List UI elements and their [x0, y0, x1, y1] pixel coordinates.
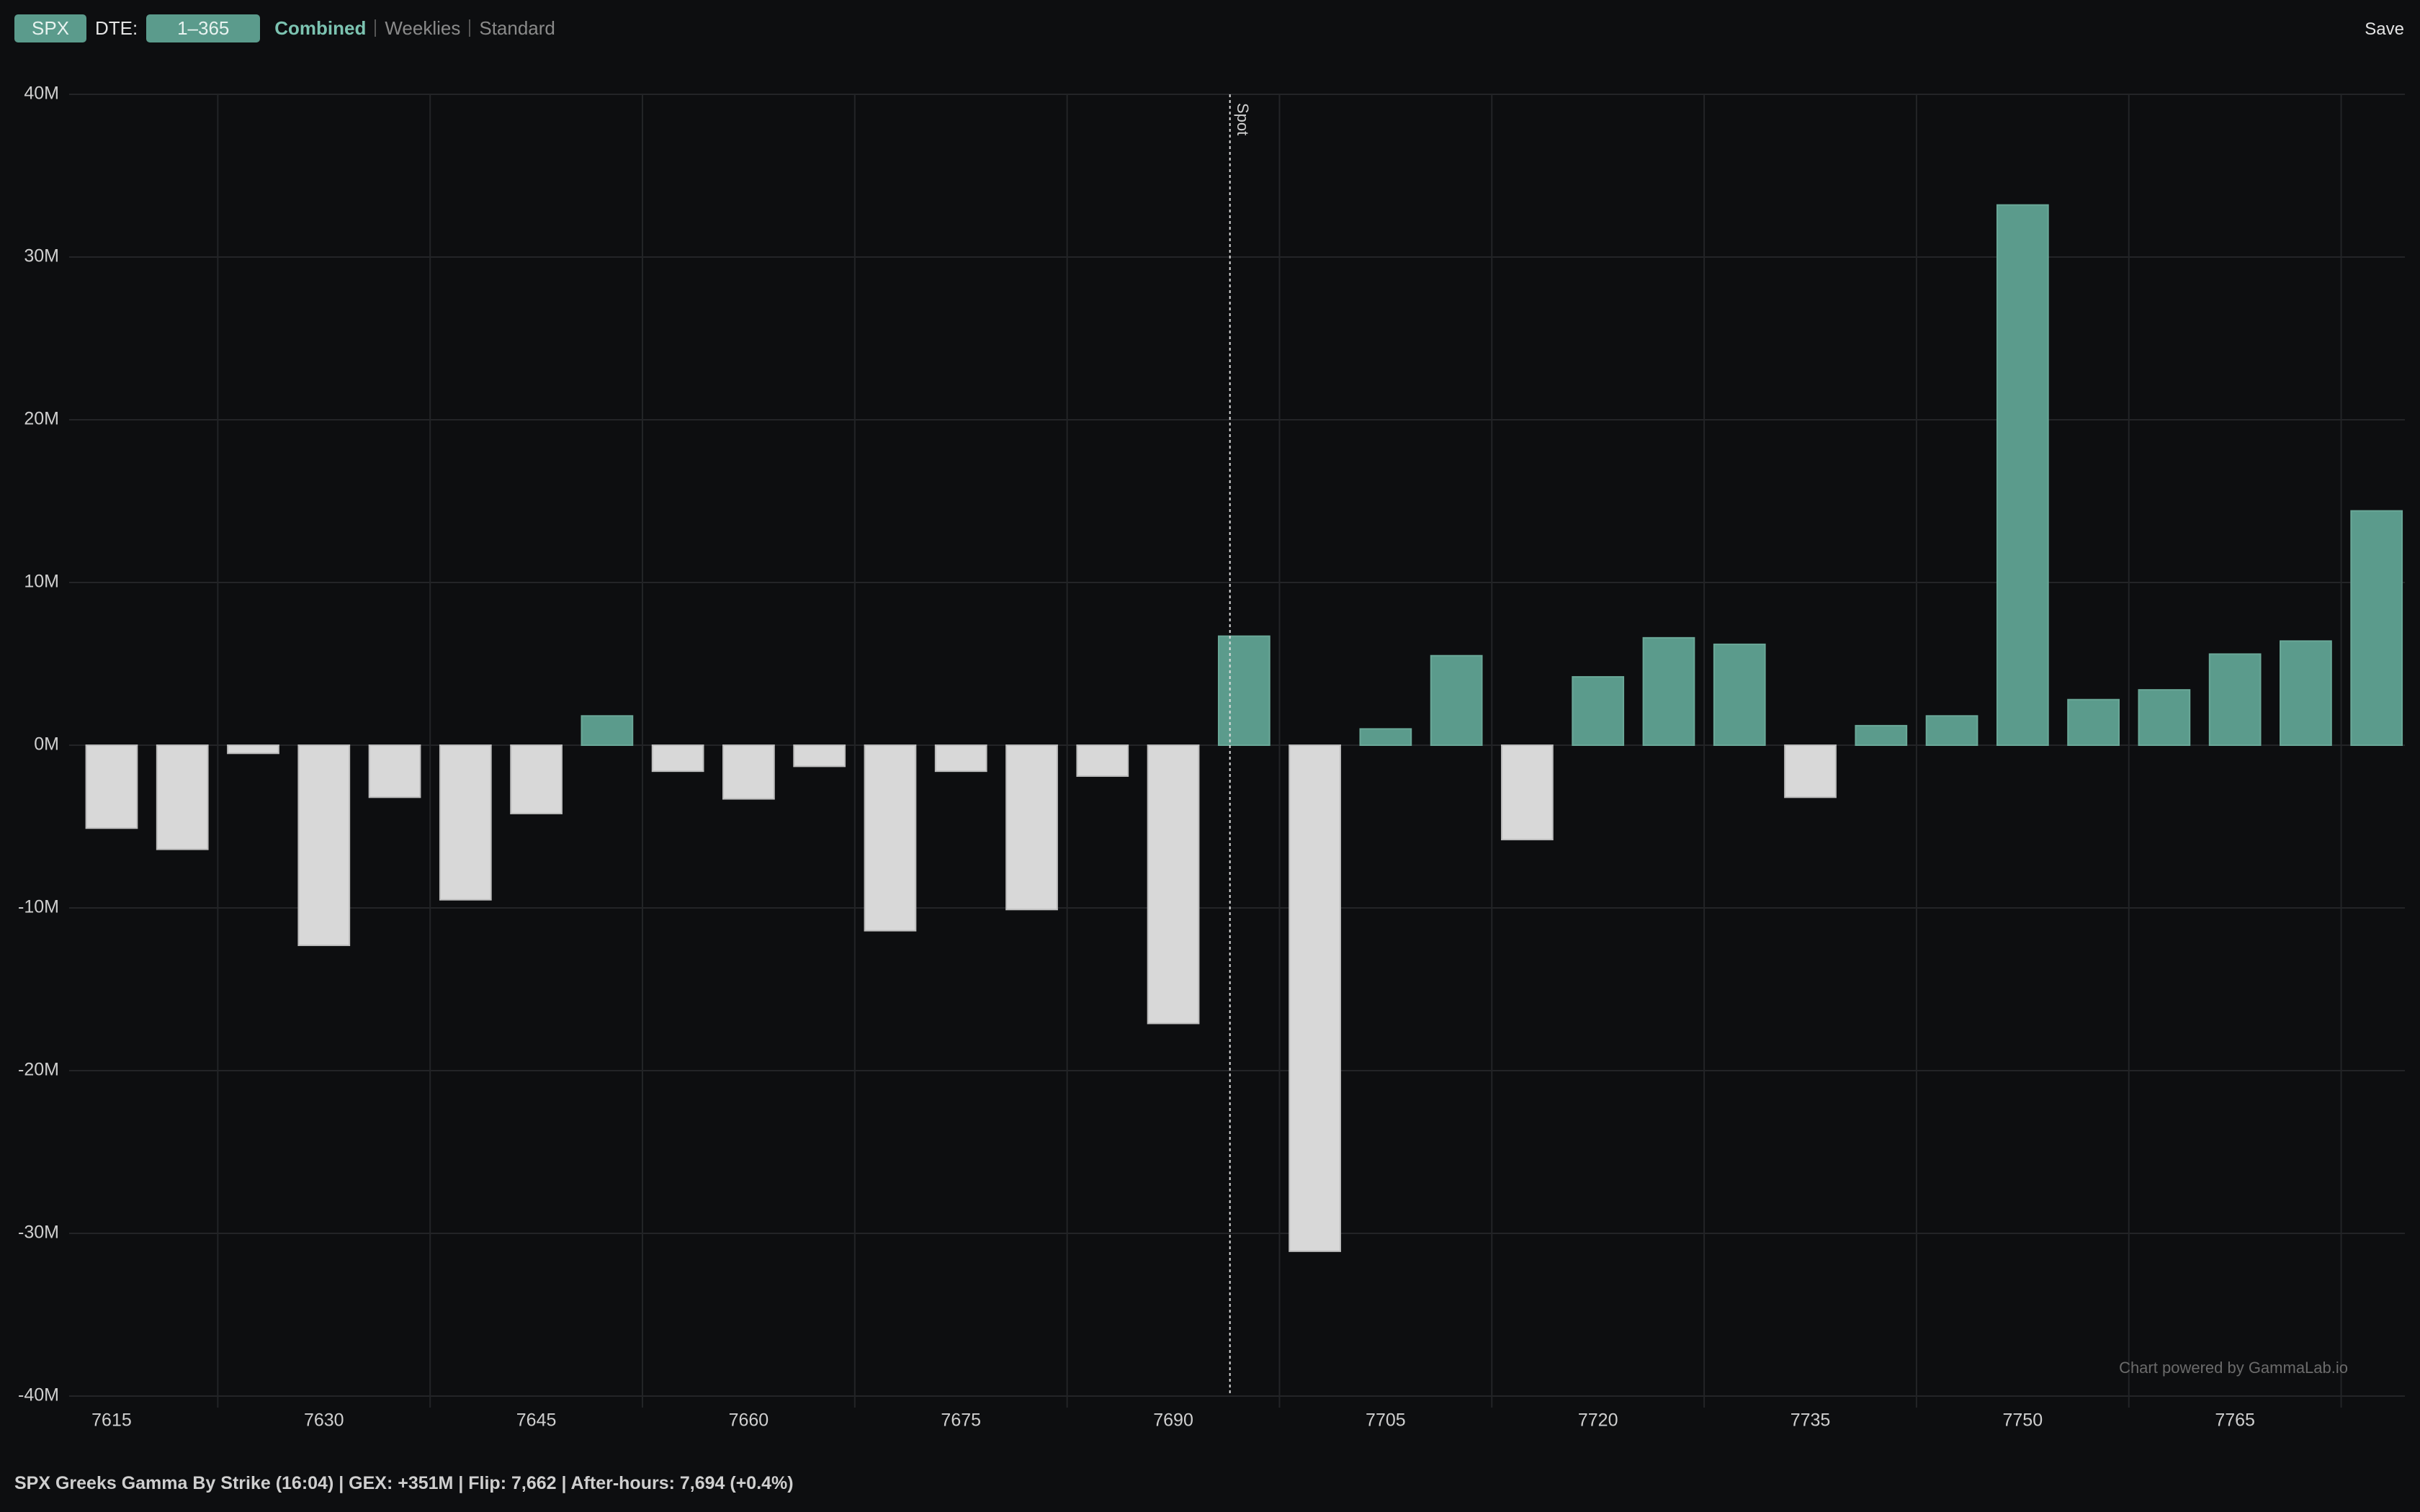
bar: [793, 744, 846, 768]
bar: [1925, 715, 1978, 747]
dte-label: DTE:: [95, 17, 138, 39]
x-tick-label: 7675: [941, 1410, 981, 1431]
bar: [581, 715, 634, 747]
symbol-button[interactable]: SPX: [14, 14, 86, 42]
bar: [85, 744, 138, 829]
tabs: Combined Weeklies Standard: [274, 19, 564, 37]
y-tick-label: 40M: [24, 84, 59, 104]
y-tick-label: -40M: [18, 1385, 59, 1405]
bar: [864, 744, 917, 932]
bar: [2280, 640, 2332, 746]
bar: [2350, 510, 2403, 746]
watermark: Chart powered by GammaLab.io: [2119, 1359, 2348, 1377]
x-tick-label: 7615: [91, 1410, 132, 1431]
bar: [722, 744, 775, 800]
bar: [439, 744, 492, 901]
spot-label: Spot: [1234, 103, 1252, 135]
x-tick-label: 7765: [2215, 1410, 2255, 1431]
bar: [651, 744, 704, 773]
toolbar: SPX DTE: 1–365 Combined Weeklies Standard: [14, 14, 564, 42]
x-tick-label: 7705: [1366, 1410, 1406, 1431]
bar: [1289, 744, 1341, 1252]
bar: [156, 744, 209, 850]
bar: [1996, 204, 2049, 746]
bar: [1713, 643, 1766, 746]
bar: [2208, 653, 2262, 746]
x-tick-label: 7735: [1791, 1410, 1831, 1431]
bar: [1217, 635, 1270, 747]
bar: [227, 744, 279, 755]
tab[interactable]: Combined: [274, 17, 367, 39]
x-tick-label: 7720: [1578, 1410, 1618, 1431]
bar: [368, 744, 421, 798]
tab[interactable]: Standard: [469, 19, 564, 37]
y-tick-label: 30M: [24, 246, 59, 266]
y-tick-label: -30M: [18, 1223, 59, 1243]
x-tick-label: 7690: [1153, 1410, 1193, 1431]
bar: [2138, 689, 2191, 746]
x-tick-label: 7750: [2003, 1410, 2043, 1431]
y-tick-label: 10M: [24, 572, 59, 592]
bar: [934, 744, 987, 773]
bar: [1430, 654, 1483, 747]
bar: [1076, 744, 1129, 777]
save-button[interactable]: Save: [2365, 19, 2404, 39]
bar: [1005, 744, 1058, 911]
bar: [1572, 676, 1625, 747]
chart: -40M -30M -20M -10M 0M 10M 20M 30M 40M 7615 7630 76…: [18, 84, 2405, 1431]
y-tick-label: 20M: [24, 409, 59, 429]
y-tick-label: -10M: [18, 897, 59, 917]
bar: [297, 744, 351, 946]
bar: [2067, 698, 2120, 746]
x-tick-label: 7630: [304, 1410, 344, 1431]
bar: [1642, 636, 1695, 747]
footer: SPX Greeks Gamma By Strike (16:04) | GEX…: [14, 1473, 794, 1493]
bar: [1147, 744, 1200, 1025]
bar: [1784, 744, 1837, 798]
bar: [1359, 728, 1412, 747]
bar: [1855, 724, 1908, 747]
y-tick-label: -20M: [18, 1060, 59, 1080]
dte-input[interactable]: 1–365: [146, 14, 261, 42]
bar: [1501, 744, 1554, 841]
x-tick-label: 7660: [729, 1410, 769, 1431]
y-tick-label: 0M: [34, 734, 59, 755]
x-tick-label: 7645: [516, 1410, 557, 1431]
tab[interactable]: Weeklies: [375, 19, 469, 37]
bar: [510, 744, 563, 814]
